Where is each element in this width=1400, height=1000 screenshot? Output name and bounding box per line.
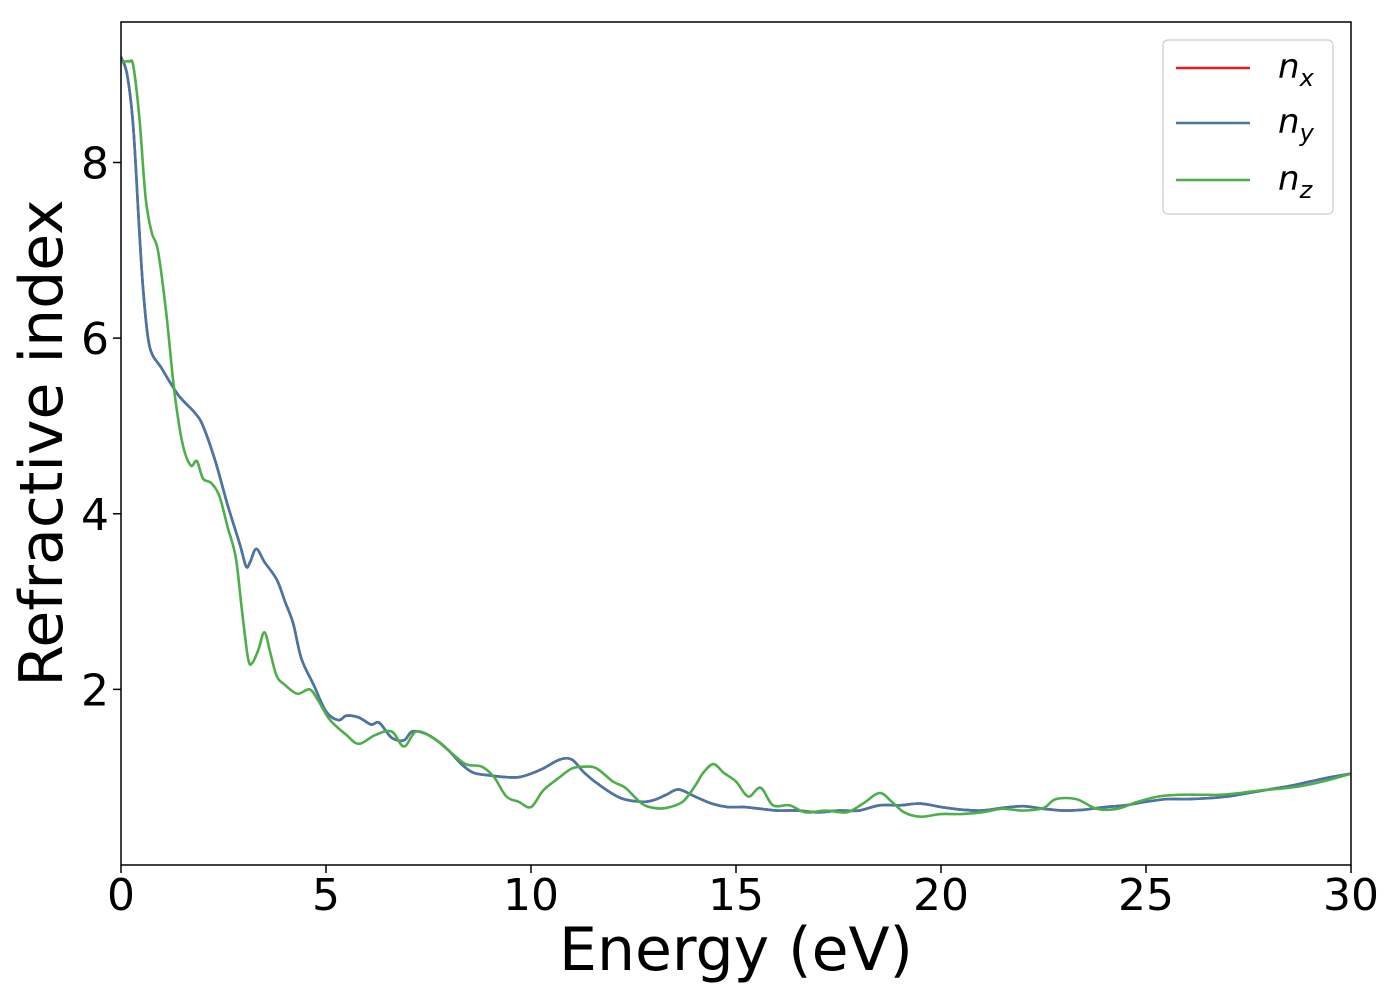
y-tick-label: 8 [81, 139, 109, 190]
series-line-nz [121, 59, 1351, 819]
x-tick-label: 5 [312, 870, 340, 921]
x-axis: 0 5 10 15 20 25 30 [107, 865, 1379, 921]
x-axis-title: Energy (eV) [559, 915, 913, 985]
x-tick-label: 10 [503, 870, 559, 921]
y-tick-label: 4 [81, 490, 109, 541]
series-layer [121, 55, 1351, 819]
y-axis: 2 4 6 8 [81, 139, 121, 716]
x-tick-label: 15 [708, 870, 764, 921]
y-tick-label: 2 [81, 665, 109, 716]
x-tick-label: 30 [1323, 870, 1379, 921]
y-axis-title: Refractive index [7, 199, 77, 686]
x-tick-label: 20 [913, 870, 969, 921]
x-tick-label: 25 [1118, 870, 1174, 921]
series-line-ny [121, 55, 1351, 814]
x-tick-label: 0 [107, 870, 135, 921]
legend-box [1162, 39, 1334, 215]
y-tick-label: 6 [81, 314, 109, 365]
